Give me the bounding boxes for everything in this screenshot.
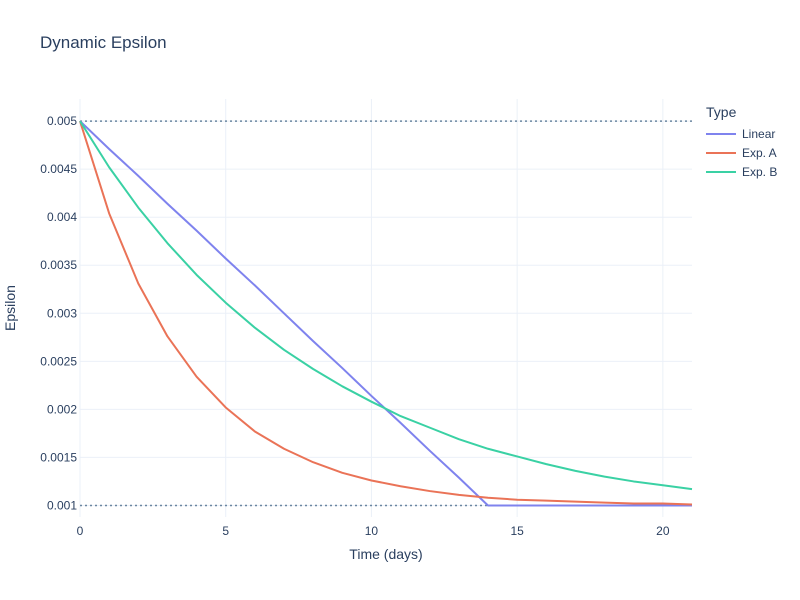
chart-title: Dynamic Epsilon (40, 33, 167, 52)
x-tick-label: 0 (77, 524, 84, 538)
legend: Type Linear Exp. A Exp. B (706, 104, 777, 181)
legend-item-exp-b[interactable]: Exp. B (706, 162, 777, 181)
legend-title: Type (706, 104, 737, 120)
legend-item-linear[interactable]: Linear (706, 124, 777, 143)
x-tick-label: 15 (510, 524, 524, 538)
x-tick-label: 20 (656, 524, 670, 538)
x-axis-label: Time (days) (349, 546, 423, 562)
y-tick-label: 0.0025 (40, 354, 77, 368)
y-tick-label: 0.001 (47, 498, 77, 512)
legend-swatch-linear (706, 132, 736, 135)
y-tick-label: 0.0045 (40, 162, 77, 176)
x-tick-label: 5 (222, 524, 229, 538)
y-tick-label: 0.005 (47, 114, 77, 128)
legend-item-exp-a[interactable]: Exp. A (706, 143, 777, 162)
legend-label-exp-a: Exp. A (742, 145, 777, 160)
y-tick-label: 0.0035 (40, 258, 77, 272)
series-line-exp-a (79, 120, 693, 506)
legend-label-exp-b: Exp. B (742, 164, 778, 179)
legend-swatch-exp-b (706, 170, 736, 173)
legend-swatch-exp-a (706, 151, 736, 154)
legend-label-linear: Linear (742, 126, 776, 141)
series-line-exp-b (79, 120, 693, 491)
y-tick-label: 0.004 (47, 210, 77, 224)
x-tick-label: 10 (365, 524, 379, 538)
y-tick-label: 0.003 (47, 306, 77, 320)
y-tick-label: 0.002 (47, 402, 77, 416)
y-axis-label: Epsilon (2, 285, 18, 331)
y-tick-label: 0.0015 (40, 450, 77, 464)
